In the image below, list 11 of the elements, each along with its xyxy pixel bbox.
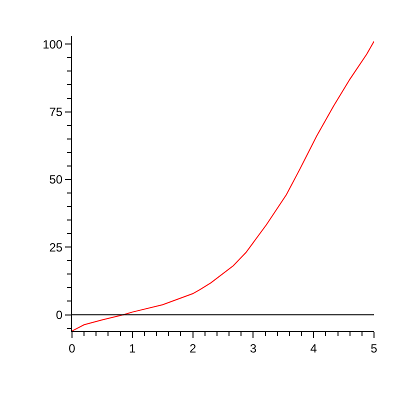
x-tick-label: 3 [250,341,257,356]
x-tick-label: 1 [129,341,136,356]
x-tick-label: 0 [68,341,76,356]
y-tick-label: 50 [49,172,63,187]
y-tick-label: 0 [56,308,63,322]
y-tick-label: 75 [49,104,63,119]
y-tick-label: 25 [49,240,63,254]
x-tick-label: 2 [189,341,196,356]
x-tick-label: 5 [370,341,378,356]
y-tick-label: 100 [42,37,63,52]
x-tick-label: 4 [310,341,318,356]
